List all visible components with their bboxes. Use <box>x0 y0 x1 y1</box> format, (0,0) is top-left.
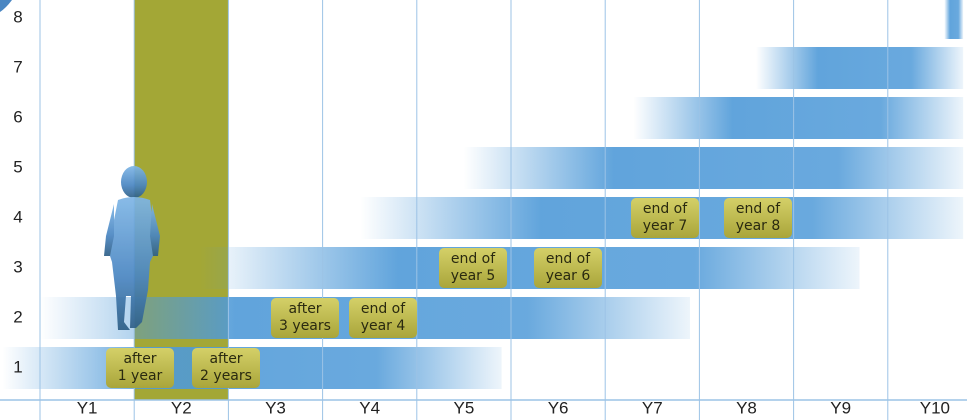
duration-bar <box>200 247 859 289</box>
annotation-text: end of <box>643 201 688 217</box>
annotation-text: year 4 <box>361 318 406 334</box>
y-tick-label: 1 <box>13 357 22 376</box>
annotation-text: 1 year <box>118 368 163 384</box>
chart: after1 yearafter2 yearsafter3 yearsend o… <box>0 0 967 420</box>
corner-mark <box>0 0 12 12</box>
annotation-text: end of <box>361 301 406 317</box>
annotation-text: year 7 <box>643 218 688 234</box>
annotation-text: year 8 <box>736 218 781 234</box>
y-tick-label: 3 <box>13 257 22 276</box>
annotation-text: end of <box>451 251 496 267</box>
y-tick-label: 8 <box>13 7 22 26</box>
x-tick-label: Y7 <box>642 398 663 417</box>
x-tick-label: Y5 <box>454 398 475 417</box>
x-tick-label: Y2 <box>171 398 192 417</box>
y-tick-label: 4 <box>13 207 22 226</box>
annotation-text: 2 years <box>200 368 252 384</box>
x-tick-label: Y10 <box>920 398 950 417</box>
x-tick-label: Y9 <box>830 398 851 417</box>
duration-bar <box>756 47 963 89</box>
annotation-text: end of <box>736 201 781 217</box>
duration-bar <box>633 97 963 139</box>
annotation-text: after <box>288 301 321 317</box>
y-tick-label: 7 <box>13 57 22 76</box>
annotation-text: year 6 <box>546 268 591 284</box>
duration-bar <box>944 0 963 39</box>
annotation-text: after <box>209 351 242 367</box>
y-tick-label: 6 <box>13 107 22 126</box>
annotation-text: end of <box>546 251 591 267</box>
annotation-text: 3 years <box>279 318 331 334</box>
x-tick-label: Y4 <box>359 398 380 417</box>
annotation-text: year 5 <box>451 268 496 284</box>
annotation-text: after <box>123 351 156 367</box>
x-tick-label: Y1 <box>77 398 98 417</box>
x-tick-label: Y6 <box>548 398 569 417</box>
y-tick-label: 2 <box>13 307 22 326</box>
x-tick-label: Y3 <box>265 398 286 417</box>
x-tick-label: Y8 <box>736 398 757 417</box>
y-tick-label: 5 <box>13 157 22 176</box>
